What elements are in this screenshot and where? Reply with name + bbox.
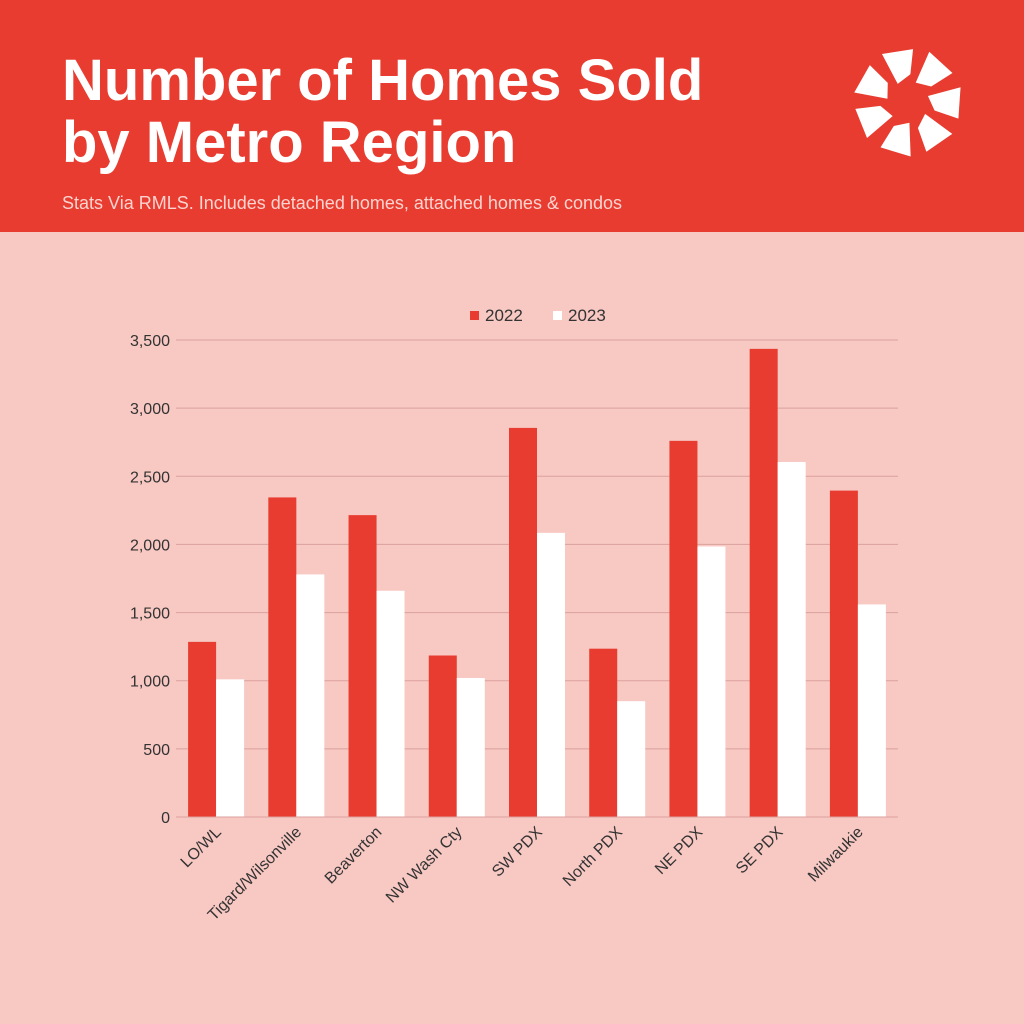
y-tick-label: 1,000 <box>130 674 170 691</box>
header-banner: Number of Homes Sold by Metro Region Sta… <box>0 0 1024 232</box>
bar-2023 <box>456 677 485 817</box>
y-tick-label: 0 <box>161 810 170 827</box>
y-tick-label: 1,500 <box>130 606 170 623</box>
pinwheel-logo-icon <box>854 49 961 157</box>
legend-label-2022: 2022 <box>485 306 523 325</box>
x-tick-label: SE PDX <box>733 824 787 878</box>
bar-2022 <box>669 440 698 817</box>
page-subtitle: Stats Via RMLS. Includes detached homes,… <box>62 193 622 213</box>
bar-2022 <box>749 348 778 817</box>
bar-chart: 05001,0001,5002,0002,5003,0003,500LO/WLT… <box>130 306 898 924</box>
bar-2023 <box>857 604 886 817</box>
y-tick-label: 3,000 <box>130 401 170 418</box>
bar-2022 <box>829 490 858 817</box>
bar-2022 <box>268 497 297 817</box>
x-tick-label: North PDX <box>560 824 626 890</box>
logo-blade <box>880 122 911 157</box>
bar-2022 <box>428 655 457 817</box>
legend-swatch-2023 <box>553 311 562 320</box>
y-tick-label: 3,500 <box>130 333 170 350</box>
logo-blade <box>854 65 888 99</box>
y-tick-label: 500 <box>143 742 170 759</box>
page-title: Number of Homes Sold by Metro Region <box>62 50 802 174</box>
y-tick-label: 2,000 <box>130 537 170 554</box>
logo-blade <box>855 105 893 139</box>
title-line-1: Number of Homes Sold <box>62 48 704 113</box>
x-tick-label: SW PDX <box>489 824 546 881</box>
x-tick-label: Milwaukie <box>805 824 867 886</box>
x-tick-label: NE PDX <box>652 824 706 878</box>
bar-2023 <box>216 679 245 817</box>
title-line-2: by Metro Region <box>62 110 517 175</box>
y-tick-label: 2,500 <box>130 469 170 486</box>
bar-2023 <box>697 546 726 817</box>
bar-2023 <box>537 532 565 817</box>
bar-2023 <box>296 574 325 817</box>
bar-2023 <box>376 590 405 817</box>
logo-blade <box>881 49 914 84</box>
bar-2022 <box>509 427 537 817</box>
legend-label-2023: 2023 <box>568 306 606 325</box>
x-tick-label: NW Wash Cty <box>383 824 466 907</box>
bar-2023 <box>777 461 806 817</box>
logo-blade <box>917 113 953 152</box>
legend-swatch-2022 <box>470 311 479 320</box>
x-tick-label: Beaverton <box>322 824 386 888</box>
logo-blade <box>927 87 961 119</box>
bar-2022 <box>589 648 618 817</box>
bar-2022 <box>188 641 217 817</box>
logo-blade <box>915 51 953 87</box>
x-tick-label: LO/WL <box>178 824 225 871</box>
bar-2023 <box>617 701 646 817</box>
bar-2022 <box>348 515 377 817</box>
